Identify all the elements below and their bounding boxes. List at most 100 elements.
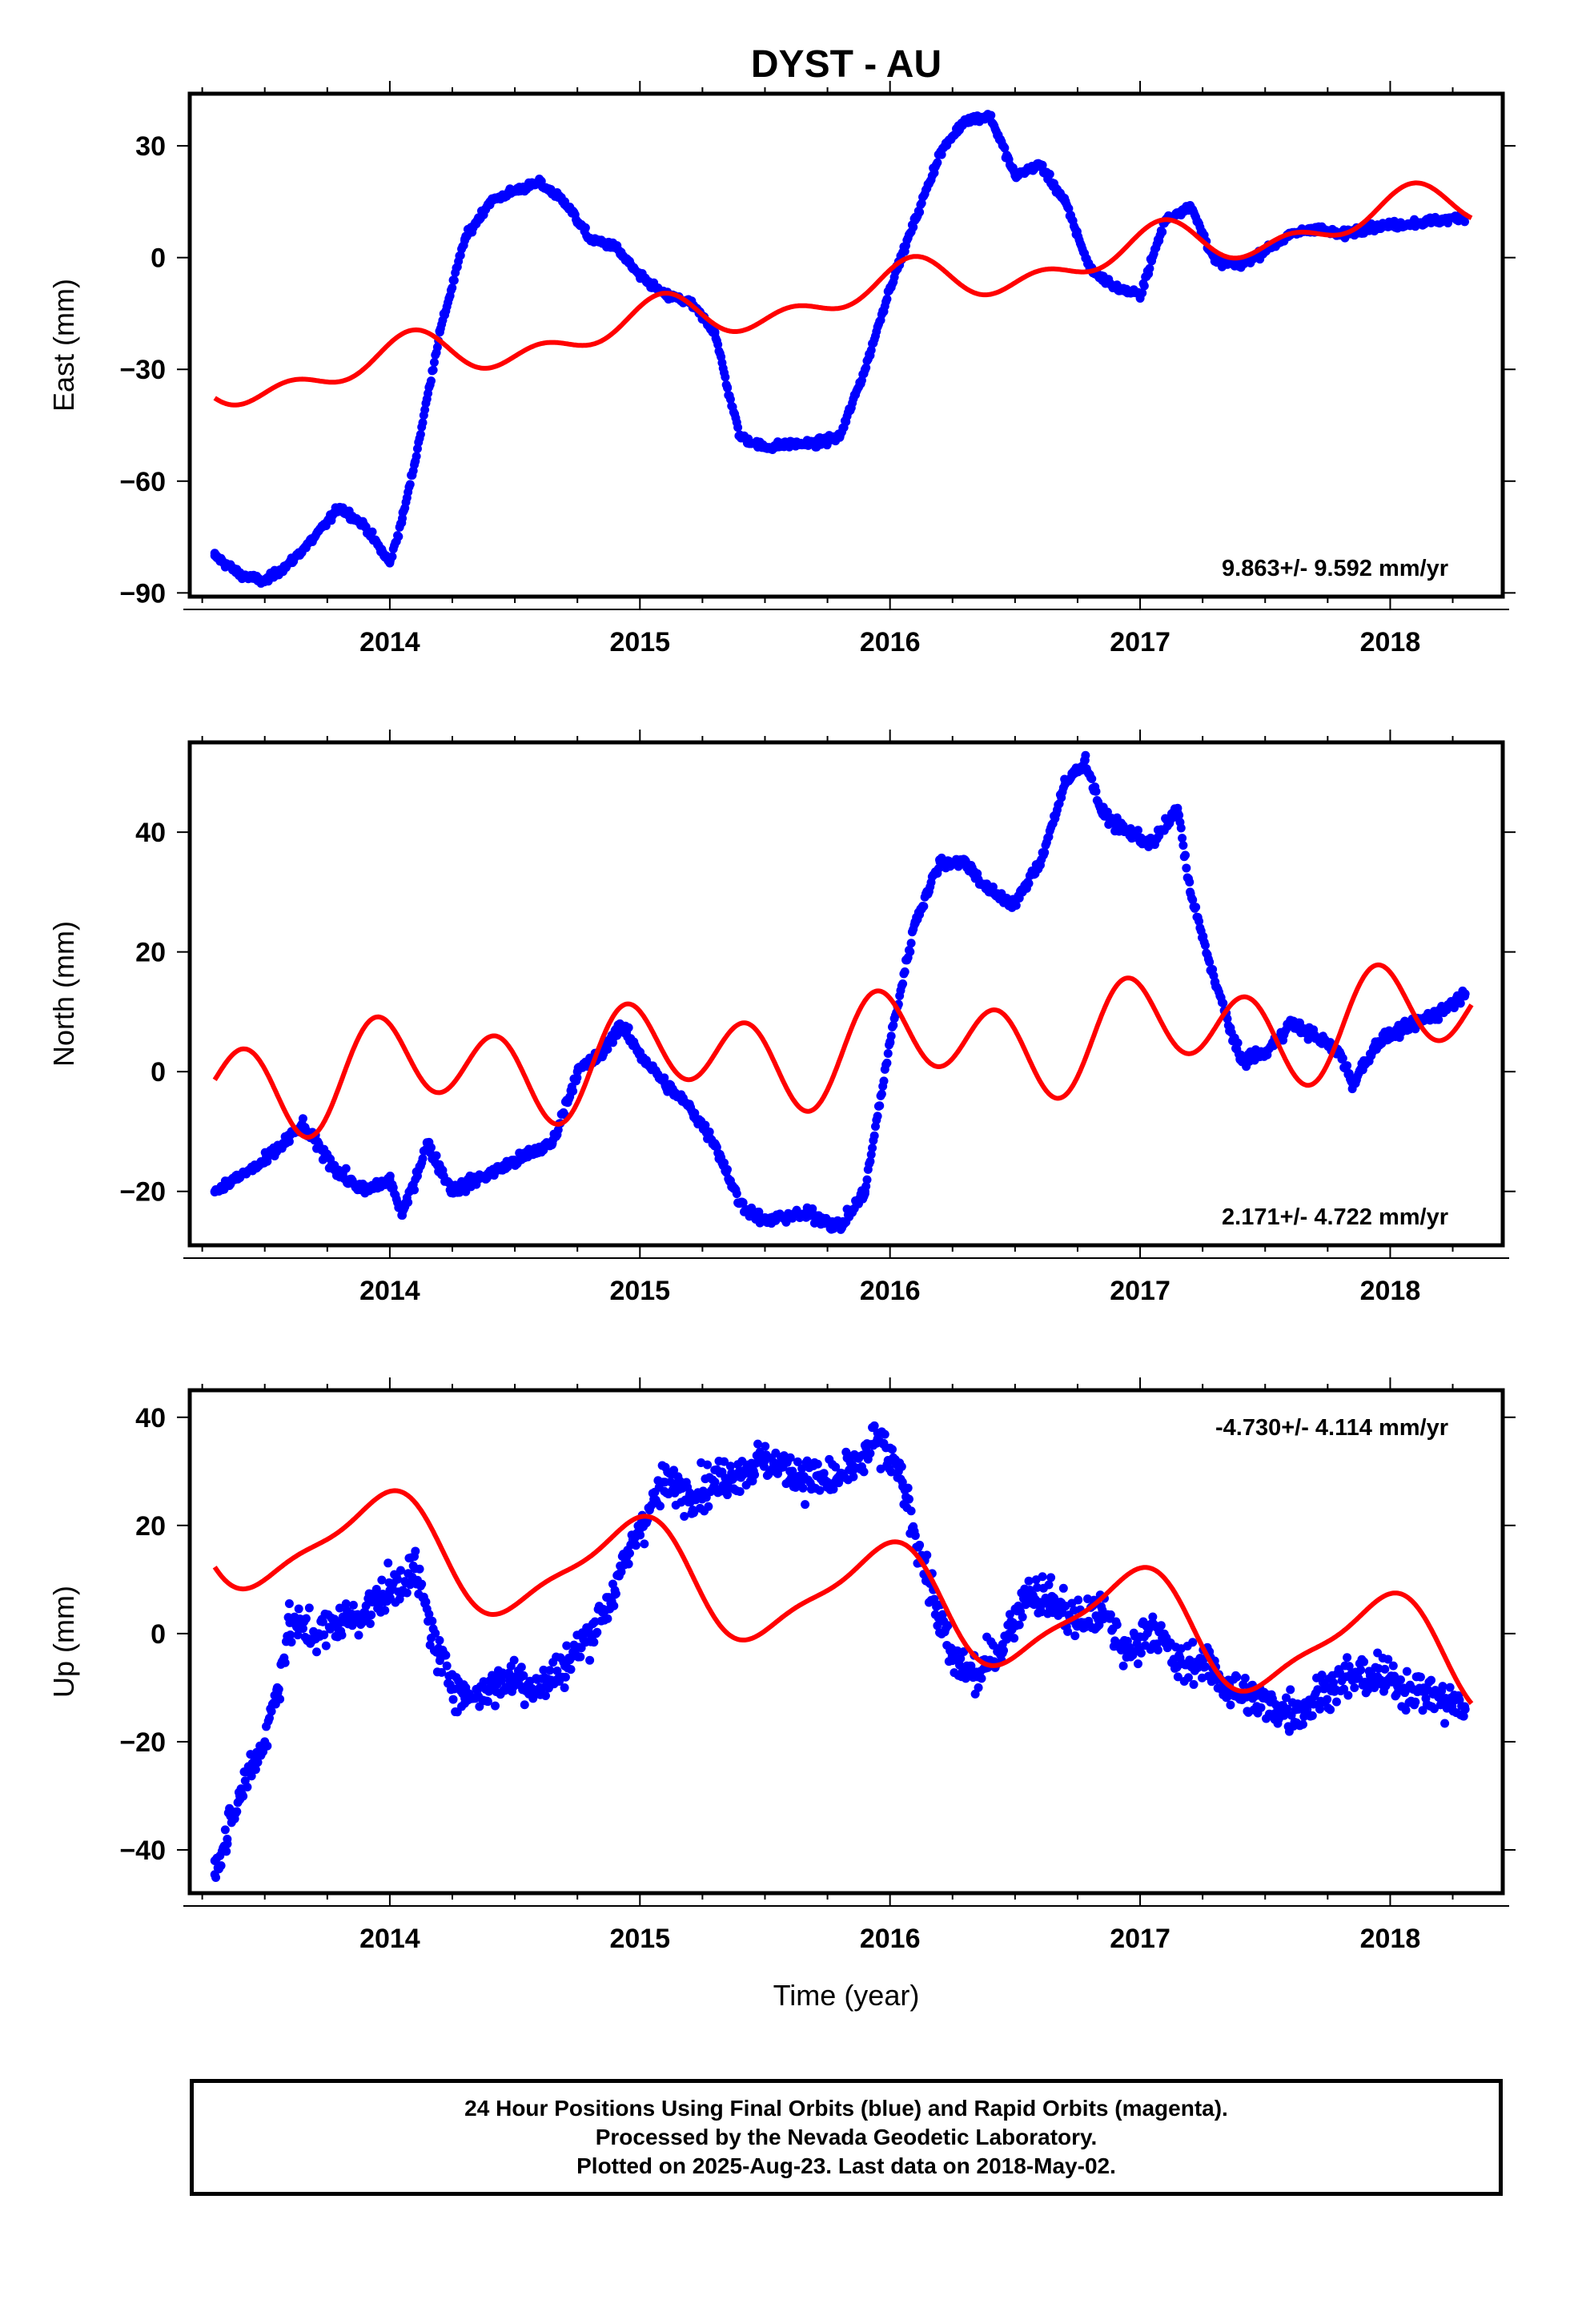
up-data-dot <box>1240 1674 1250 1683</box>
up-data-dot <box>1326 1705 1335 1715</box>
north-data-dot <box>738 1198 748 1208</box>
up-data-dot <box>1046 1573 1056 1582</box>
north-data-dot <box>572 1073 582 1083</box>
north-data-dot <box>879 1076 889 1086</box>
up-x-tick-label: 2014 <box>359 1924 420 1954</box>
up-data-dot <box>1395 1675 1405 1685</box>
up-data-dot <box>831 1462 841 1472</box>
up-data-dot <box>938 1610 947 1619</box>
east-data-dot <box>416 429 425 439</box>
east-data-dot <box>1145 263 1154 273</box>
north-y-axis-label: North (mm) <box>47 921 80 1067</box>
east-panel: 2014 2015 2016 2017 2018 −90 −60 −30 0 30 East (mm… <box>47 81 1516 657</box>
north-data-dot <box>882 1058 892 1068</box>
up-data-dot <box>834 1478 844 1488</box>
east-data-dot <box>412 452 421 461</box>
north-data-dot <box>886 1031 896 1041</box>
up-data-dot <box>1411 1697 1420 1707</box>
up-data-dot <box>1445 1683 1455 1692</box>
up-data-dot <box>886 1467 896 1477</box>
up-data-dot <box>1200 1662 1210 1671</box>
up-data-dot <box>287 1637 296 1647</box>
up-data-dot <box>415 1564 424 1574</box>
north-data-dot <box>1200 940 1210 950</box>
north-data-dot <box>1081 750 1090 760</box>
up-data-dot <box>608 1579 617 1589</box>
east-data-dot <box>448 283 457 292</box>
up-data-dot <box>959 1647 969 1656</box>
up-data-dot <box>704 1502 713 1511</box>
up-data-dot <box>1438 1682 1447 1691</box>
up-data-dot <box>977 1674 986 1683</box>
up-data-dot <box>251 1765 260 1775</box>
east-data-dot <box>397 518 407 528</box>
north-data-dot <box>868 1144 877 1153</box>
north-data-dot <box>722 1164 732 1174</box>
up-y-tick-label: −20 <box>119 1727 166 1758</box>
north-data-dot <box>1024 879 1034 888</box>
up-data-dot <box>223 1839 232 1849</box>
up-data-dot <box>1281 1693 1291 1703</box>
east-x-tick-label: 2015 <box>609 627 670 657</box>
north-x-tick-label: 2015 <box>609 1276 670 1306</box>
up-data-dot <box>915 1540 925 1550</box>
up-data-dot <box>1148 1612 1158 1622</box>
up-data-dot <box>1038 1572 1047 1582</box>
up-data-dot <box>1118 1661 1128 1671</box>
east-data-dot <box>1000 143 1010 153</box>
north-data-dot <box>906 939 916 948</box>
north-data-dot <box>284 1136 294 1146</box>
up-data-dot <box>658 1478 668 1487</box>
up-data-dot <box>396 1566 405 1575</box>
up-data-dot <box>933 1621 942 1630</box>
up-data-dot <box>541 1691 551 1700</box>
up-data-dot <box>609 1601 619 1610</box>
up-data-dot <box>1106 1610 1115 1619</box>
east-model-curve <box>213 180 1473 408</box>
north-data-dot <box>1182 863 1191 873</box>
up-data-dot <box>566 1665 576 1675</box>
up-data-dot <box>1136 1648 1146 1658</box>
up-data-dot <box>435 1635 444 1645</box>
up-data-dot <box>819 1469 829 1478</box>
north-data-dot <box>869 1131 879 1140</box>
up-data-dot <box>956 1654 966 1663</box>
north-data-dot <box>410 1185 420 1195</box>
up-data-dot <box>720 1457 729 1466</box>
up-data-dot <box>1339 1684 1349 1694</box>
up-data-dot <box>371 1584 381 1594</box>
north-y-tick-label: 0 <box>151 1057 166 1088</box>
north-data-dot <box>862 1175 872 1184</box>
up-data-dot <box>1323 1695 1332 1704</box>
north-data-dot <box>1087 774 1097 783</box>
north-data-dot <box>720 1158 729 1168</box>
north-data-dot <box>877 1089 886 1099</box>
up-y-tick-label: 40 <box>135 1403 166 1433</box>
up-data-dot <box>1226 1700 1235 1710</box>
up-data-dot <box>1429 1704 1439 1714</box>
up-data-dot <box>798 1483 808 1493</box>
north-data-dot <box>900 967 909 976</box>
up-data-dot <box>636 1530 645 1540</box>
north-y-tick-label: −20 <box>119 1177 166 1208</box>
up-data-dot <box>448 1695 458 1704</box>
up-data-dot <box>519 1671 528 1680</box>
up-data-dot <box>865 1449 875 1458</box>
up-data-dot <box>910 1531 920 1541</box>
east-data-dot <box>725 395 735 404</box>
north-data-dot <box>898 979 908 989</box>
up-data-dot <box>312 1647 322 1657</box>
up-data-dot <box>1188 1638 1198 1647</box>
up-data-dot <box>319 1630 329 1639</box>
up-data-dot <box>367 1610 376 1620</box>
north-model-curve <box>212 962 1474 1140</box>
up-x-tick-label: 2017 <box>1110 1924 1170 1954</box>
north-data-dot <box>1343 1061 1352 1071</box>
up-data-dot <box>475 1702 484 1711</box>
north-y-tick-label: 40 <box>135 818 166 848</box>
east-data-dot <box>429 357 439 367</box>
north-data-dot <box>865 1156 875 1166</box>
up-y-tick-label: 0 <box>151 1619 166 1650</box>
up-data-dot <box>267 1707 276 1716</box>
up-data-dot <box>735 1486 745 1496</box>
